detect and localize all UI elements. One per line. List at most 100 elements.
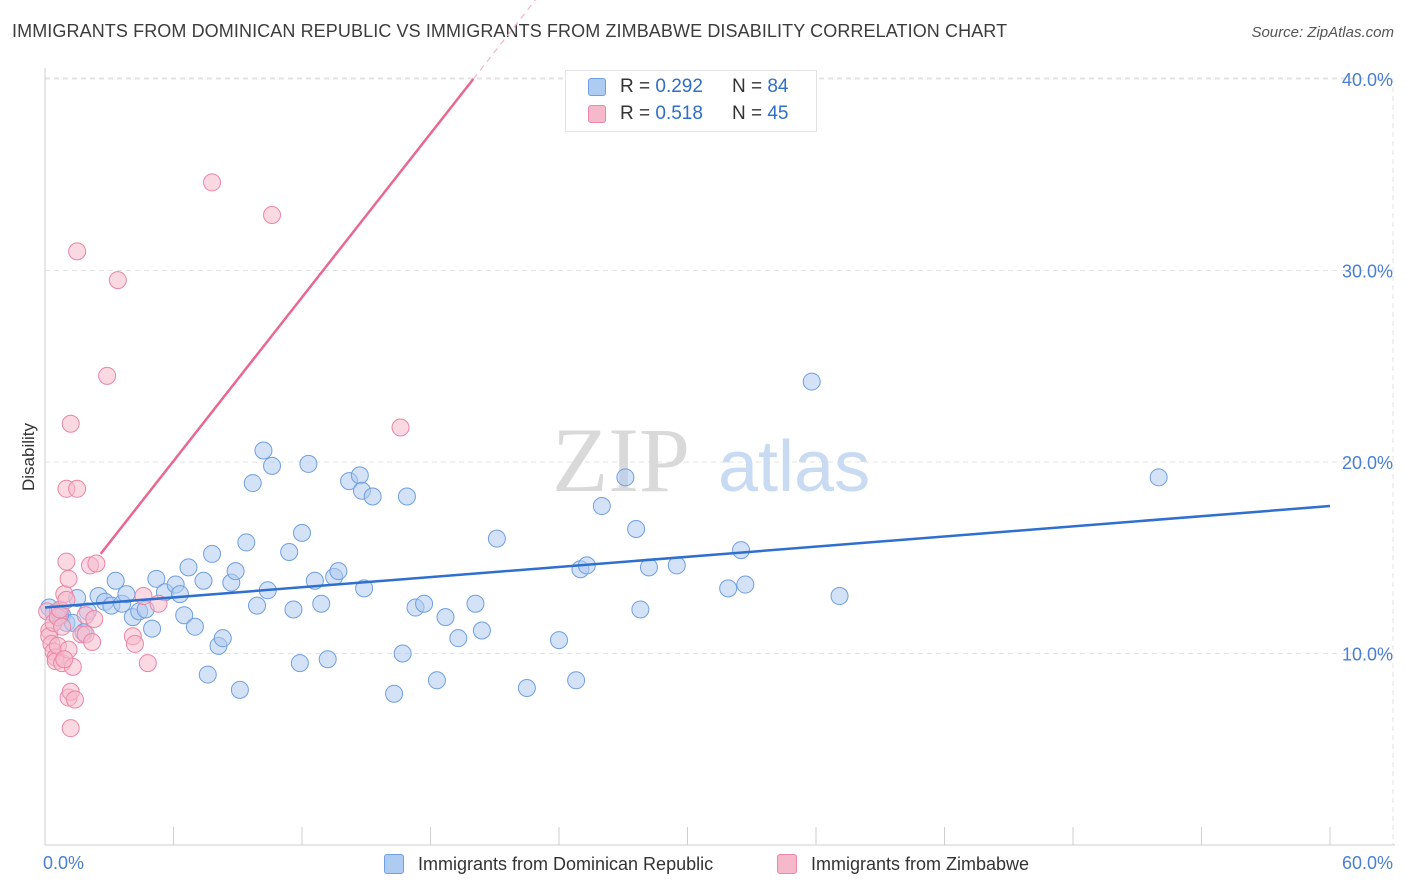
dominican-point [627,520,646,539]
dominican-point [329,562,348,581]
legend-item-label: Immigrants from Zimbabwe [811,853,1030,874]
dominican-point [427,671,446,690]
legend-row-dominican: R = 0.292 N = 84 [588,73,788,101]
dominican-point [355,579,374,598]
pink-swatch [588,105,606,123]
watermark: ZIP atlas [552,409,870,511]
zimbabwe-point [68,242,87,261]
dominican-point [299,454,318,473]
legend-n-value: 84 [767,76,789,97]
y-tick-label: 20.0% [1342,453,1393,473]
zimbabwe-point [125,634,144,653]
blue-swatch [384,854,404,874]
chart-title: IMMIGRANTS FROM DOMINICAN REPUBLIC VS IM… [12,21,1008,41]
dominican-point [290,654,309,673]
source-attribution: Source: ZipAtlas.com [1251,24,1394,41]
zimbabwe-point [85,610,104,629]
legend-row-zimbabwe: R = 0.518 N = 45 [588,100,788,128]
legend-r-value: 0.292 [655,76,703,97]
axes [44,68,1395,846]
y-axis-title: Disability [19,422,38,491]
zimbabwe-point [68,479,87,498]
dominican-point [280,543,299,562]
dominican-point [436,608,455,627]
dominican-point [415,594,434,613]
watermark-atlas: atlas [718,427,870,507]
zimbabwe-point [138,654,157,673]
dominican-point [393,644,412,663]
zimbabwe-point [59,569,78,588]
legend-r-label: R = [620,103,651,124]
dominican-point [592,497,611,516]
dominican-point [466,594,485,613]
zimbabwe-point [61,719,80,738]
y-tick-label: 40.0% [1342,70,1393,90]
zimbabwe-trend-extension [472,0,537,80]
y-tick-label: 30.0% [1342,262,1393,282]
dominican-point [198,665,217,684]
dominican-point [318,650,337,669]
dominican-point [385,684,404,703]
blue-swatch [588,78,606,96]
dominican-point [350,466,369,485]
dominican-point [203,544,222,563]
dominican-point [631,600,650,619]
tick-labels: 10.0% 20.0% 30.0% 40.0% 0.0% 60.0% Disability [19,70,1393,873]
dominican-point [830,587,849,606]
zimbabwe-point [203,173,222,192]
dominican-point [263,456,282,475]
dominican-point [213,629,232,648]
legend-n-label: N = [731,103,763,124]
zimbabwe-point [263,205,282,224]
stats-legend: R = 0.292 N = 84 R = 0.518 N = 45 [565,70,817,132]
zimbabwe-point [61,414,80,433]
pink-swatch [777,854,797,874]
dominican-point [312,594,331,613]
dominican-point [487,529,506,548]
dominican-point [230,680,249,699]
zimbabwe-point [83,633,102,652]
dominican-point [147,569,166,588]
dominican-point [293,523,311,542]
trend-lines [44,0,1331,609]
dominican-point [550,631,568,650]
dominican-point [175,606,194,625]
zimbabwe-point [53,617,72,636]
dominican-point [243,474,262,493]
watermark-zip: ZIP [552,409,690,511]
dominican-point [254,441,273,460]
dominican-point [170,585,189,604]
zimbabwe-point [108,271,127,290]
legend-r-value: 0.518 [655,103,703,124]
dominican-trend-line [44,504,1331,609]
zimbabwe-point [134,587,153,606]
dominican-point [397,487,416,506]
legend-n-value: 45 [767,103,789,124]
dominican-point [194,571,213,590]
dominican-point [732,541,751,560]
zimbabwe-point [87,554,106,573]
legend-item-dominican[interactable]: Immigrants from Dominican Republic [384,851,713,877]
legend-item-label: Immigrants from Dominican Republic [418,853,714,874]
dominican-point [567,671,586,690]
legend-item-zimbabwe[interactable]: Immigrants from Zimbabwe [777,851,1029,877]
dominican-point [472,621,491,640]
dominican-point [517,678,536,697]
dominican-point [667,556,686,575]
dominican-point [802,372,821,391]
dominican-point [237,533,256,552]
dominican-point [179,558,198,577]
dominican-point [248,596,267,615]
zimbabwe-point [65,690,84,709]
zimbabwe-point [55,650,74,669]
zimbabwe-point [391,418,410,437]
y-tick-label: 10.0% [1342,645,1393,665]
x-tick-label-max: 60.0% [1342,853,1393,873]
dominican-point [363,487,382,506]
dominican-point [616,468,635,487]
x-tick-label-min: 0.0% [43,853,84,873]
series-zimbabwe-points [38,173,410,738]
zimbabwe-point [57,590,76,609]
dominican-point [719,579,738,598]
